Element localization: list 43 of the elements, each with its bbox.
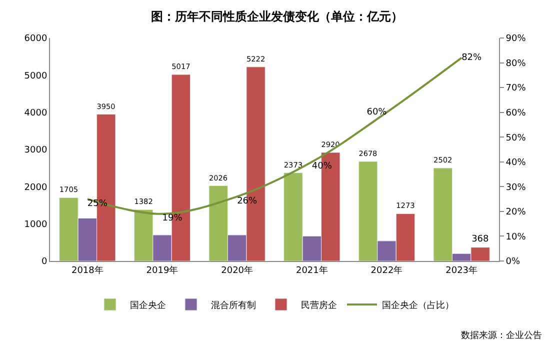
x-tick-label: 2020年 <box>221 264 254 276</box>
x-tick-label: 2019年 <box>146 264 178 276</box>
data-label: 368 <box>472 234 490 244</box>
legend-label: 混合所有制 <box>211 300 256 311</box>
y2-tick-label: 90% <box>506 34 526 44</box>
y2-tick-label: 20% <box>506 208 526 218</box>
y2-tick-label: 60% <box>506 108 526 118</box>
y2-tick-label: 40% <box>506 158 526 168</box>
data-label: 2502 <box>434 156 452 165</box>
data-label: 1705 <box>59 185 78 194</box>
y-tick-label: 5000 <box>24 71 48 82</box>
x-tick-label: 2023年 <box>446 264 478 276</box>
y-tick-label: 1000 <box>24 220 48 230</box>
legend-label: 国企央企（占比） <box>382 300 454 311</box>
data-label: 3950 <box>96 102 116 111</box>
y2-tick-label: 0% <box>506 257 521 268</box>
y-tick-label: 0 <box>41 257 48 268</box>
data-label: 2678 <box>358 149 378 158</box>
data-label: 2373 <box>284 160 303 170</box>
legend-label: 民营房企 <box>301 300 337 311</box>
y-tick-label: 3000 <box>24 146 48 156</box>
x-tick-label: 2018年 <box>71 264 104 276</box>
data-label: 5017 <box>172 62 191 72</box>
x-tick-label: 2021年 <box>296 264 328 276</box>
y-tick-label: 6000 <box>24 34 48 44</box>
legend-label: 国企央企 <box>130 300 166 311</box>
data-label: 2026 <box>209 173 228 182</box>
x-tick-label: 2022年 <box>370 264 403 276</box>
data-label: 60% <box>366 108 388 118</box>
data-label: 1382 <box>134 197 153 206</box>
line-series <box>86 56 463 215</box>
data-label: 5222 <box>246 54 266 64</box>
y2-tick-label: 10% <box>506 232 526 242</box>
data-label: 1273 <box>396 201 416 210</box>
y-tick-label: 2000 <box>24 182 48 193</box>
source-note: 数据来源：企业公告 <box>461 330 542 341</box>
y2-tick-label: 50% <box>506 133 526 144</box>
data-label: 82% <box>462 53 482 64</box>
y2-tick-label: 70% <box>506 84 526 94</box>
chart-title: 图：历年不同性质企业发债变化（单位：亿元） <box>151 9 403 24</box>
y-tick-label: 4000 <box>24 108 48 118</box>
y2-tick-label: 30% <box>506 182 526 193</box>
y2-tick-label: 80% <box>506 58 526 69</box>
